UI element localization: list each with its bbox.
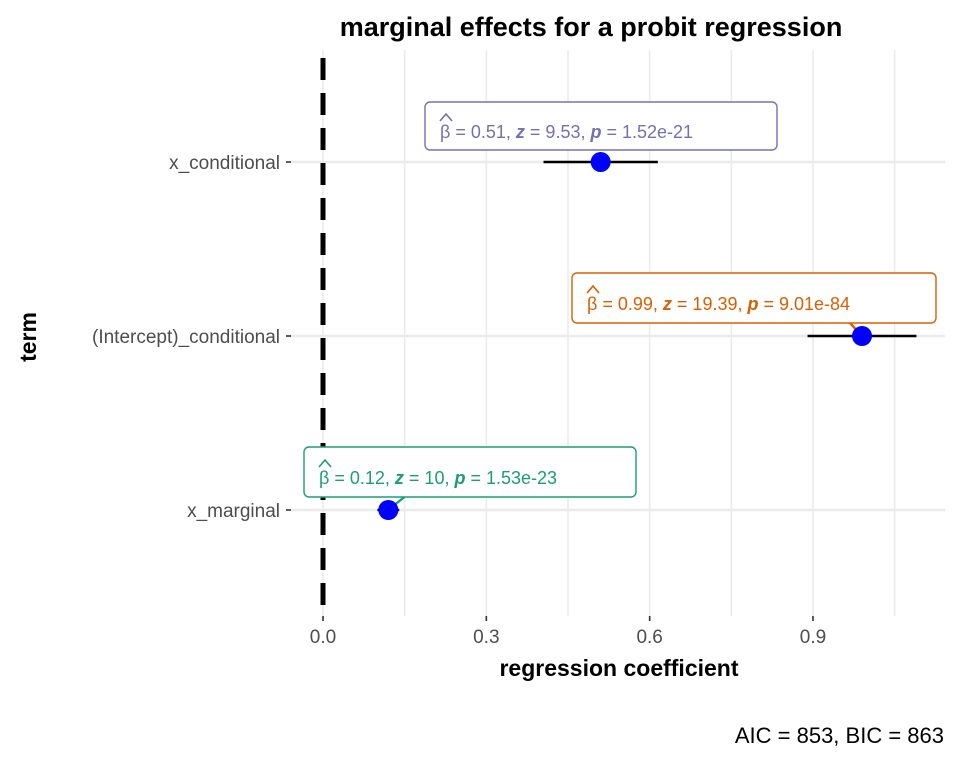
estimate-label-box <box>424 101 778 151</box>
x-tick-label: 0.0 <box>310 627 336 648</box>
estimate-label: β = 0.99, z = 19.39, p = 9.01e-84 <box>587 294 850 314</box>
y-tick-label: x_marginal <box>187 501 280 522</box>
marks <box>377 152 917 520</box>
caption: AIC = 853, BIC = 863 <box>735 723 944 748</box>
beta-symbol: β <box>440 122 450 142</box>
chart-title: marginal effects for a probit regression <box>340 12 843 42</box>
p-symbol: p <box>746 294 758 314</box>
estimate-point <box>852 326 872 346</box>
beta-symbol: β <box>319 468 329 488</box>
x-axis-title: regression coefficient <box>499 655 738 681</box>
estimate-label-box <box>303 446 637 498</box>
estimate-point <box>378 500 399 520</box>
beta-hat-icon <box>586 284 600 294</box>
labels: β = 0.51, z = 9.53, p = 1.52e-21 β = 0.99… <box>303 101 937 498</box>
beta-symbol: β <box>587 294 597 314</box>
y-axis-title: term <box>15 312 41 362</box>
y-tick-label: x_conditional <box>169 153 280 174</box>
z-symbol: z <box>394 468 404 488</box>
estimate-label: β = 0.12, z = 10, p = 1.53e-23 <box>319 468 557 488</box>
z-symbol: z <box>662 294 672 314</box>
y-tick-label: (Intercept)_conditional <box>92 327 280 348</box>
beta-hat-icon <box>439 112 453 122</box>
estimate-point <box>590 152 611 172</box>
x-tick-label: 0.9 <box>800 627 826 648</box>
axes: 0.0 0.3 0.6 0.9 x_conditional (Intercept)_con… <box>92 153 826 648</box>
x-tick-label: 0.3 <box>473 627 499 648</box>
beta-hat-icon <box>318 458 332 468</box>
estimate-label: β = 0.51, z = 9.53, p = 1.52e-21 <box>440 122 693 142</box>
p-symbol: p <box>589 122 601 142</box>
z-symbol: z <box>515 122 525 142</box>
estimate-label-box <box>571 272 937 324</box>
x-tick-label: 0.6 <box>636 627 662 648</box>
p-symbol: p <box>453 468 465 488</box>
